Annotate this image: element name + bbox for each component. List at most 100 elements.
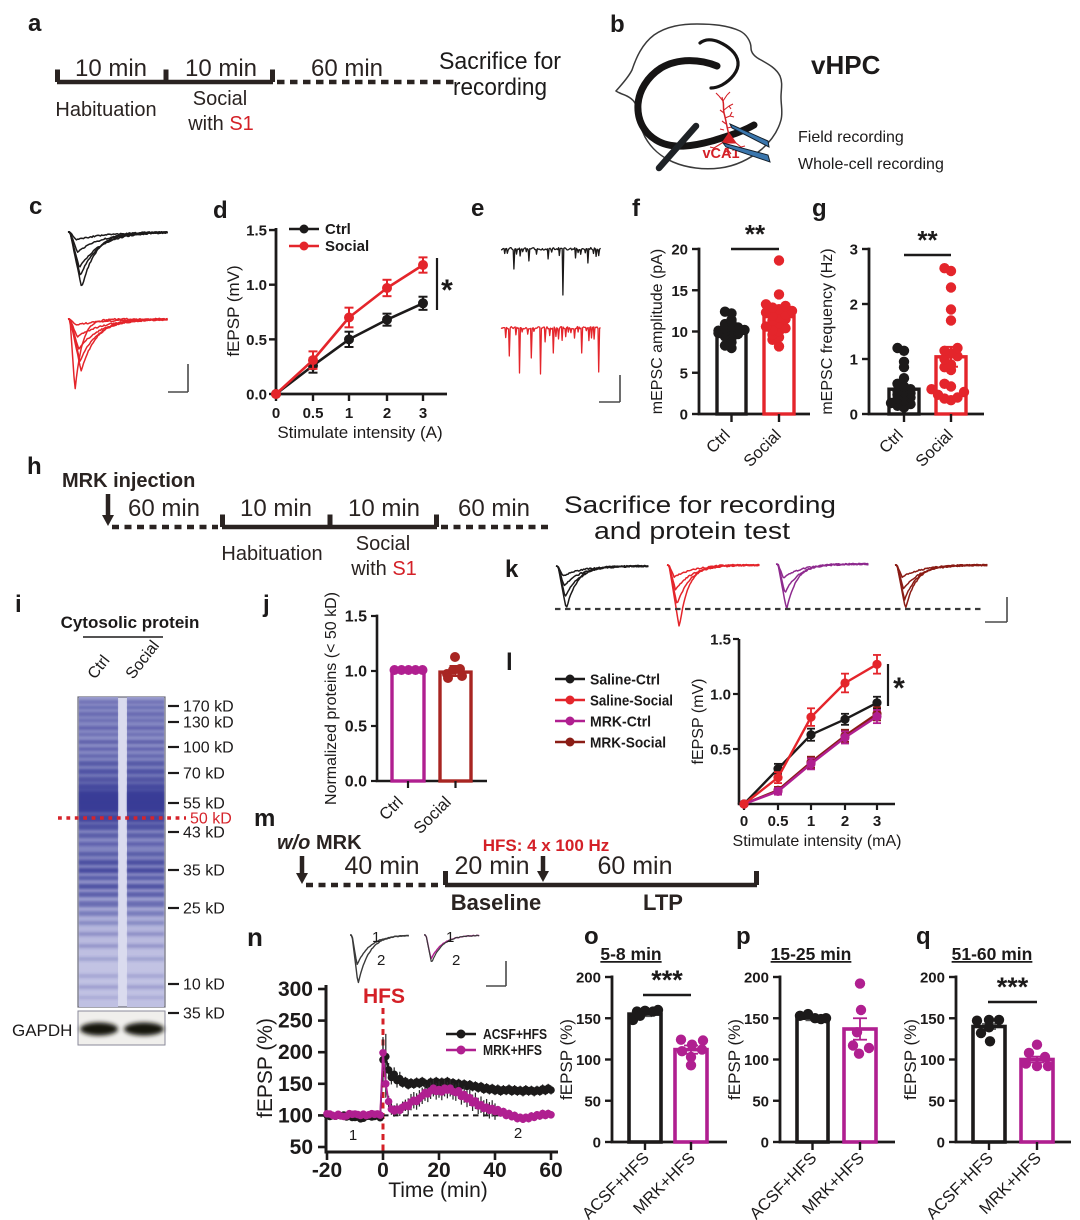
svg-text:l: l (506, 649, 513, 676)
svg-text:130 kD: 130 kD (183, 715, 234, 732)
svg-text:MRK+HFS: MRK+HFS (483, 1042, 542, 1059)
svg-text:1: 1 (372, 929, 380, 946)
svg-text:50: 50 (290, 1136, 313, 1159)
svg-text:2: 2 (841, 813, 849, 830)
svg-text:Social: Social (325, 238, 369, 255)
svg-text:***: *** (997, 972, 1029, 1002)
svg-text:3: 3 (850, 242, 858, 259)
svg-text:51-60 min: 51-60 min (952, 944, 1033, 964)
svg-text:MRK: MRK (316, 832, 362, 854)
svg-text:10: 10 (671, 324, 688, 341)
svg-text:Habituation: Habituation (221, 543, 322, 565)
svg-text:**: ** (917, 225, 938, 255)
svg-text:0.0: 0.0 (345, 774, 367, 791)
svg-text:150: 150 (576, 1011, 601, 1028)
svg-text:1: 1 (807, 813, 815, 830)
svg-text:35 kD: 35 kD (183, 1006, 225, 1023)
svg-text:40: 40 (483, 1159, 506, 1182)
svg-text:150: 150 (920, 1011, 945, 1028)
svg-text:fEPSP (%): fEPSP (%) (725, 1019, 744, 1100)
svg-text:ACSF+HFS: ACSF+HFS (483, 1026, 547, 1043)
svg-text:q: q (916, 923, 931, 950)
svg-text:Saline-Ctrl: Saline-Ctrl (590, 672, 660, 689)
svg-text:15-25 min: 15-25 min (771, 944, 852, 964)
svg-text:25 kD: 25 kD (183, 901, 225, 918)
svg-text:0: 0 (272, 405, 280, 422)
svg-text:c: c (29, 193, 42, 220)
svg-text:fEPSP (%): fEPSP (%) (557, 1019, 576, 1100)
svg-text:1.5: 1.5 (246, 223, 267, 240)
svg-text:Stimulate intensity (A): Stimulate intensity (A) (277, 423, 442, 442)
svg-text:recording: recording (453, 74, 547, 101)
svg-text:mEPSC amplitude (pA): mEPSC amplitude (pA) (649, 249, 666, 414)
svg-text:0.5: 0.5 (345, 719, 367, 736)
svg-text:m: m (254, 805, 275, 832)
svg-text:Sacrifice for: Sacrifice for (439, 48, 561, 75)
svg-text:-20: -20 (312, 1159, 342, 1182)
svg-text:70 kD: 70 kD (183, 766, 225, 783)
svg-text:0.5: 0.5 (303, 405, 324, 422)
svg-text:k: k (505, 556, 519, 583)
svg-text:Field recording: Field recording (798, 129, 904, 146)
svg-text:1: 1 (349, 1127, 357, 1144)
svg-text:0: 0 (680, 407, 688, 424)
svg-text:GAPDH: GAPDH (12, 1021, 72, 1040)
svg-text:150: 150 (278, 1073, 313, 1096)
svg-text:60 min: 60 min (458, 495, 530, 522)
svg-text:1: 1 (345, 405, 353, 422)
svg-text:with S1: with S1 (187, 113, 254, 135)
svg-text:Sacrifice for recording: Sacrifice for recording (564, 492, 836, 519)
svg-text:Saline-Social: Saline-Social (590, 693, 673, 710)
svg-text:Social: Social (356, 533, 410, 555)
svg-text:10 min: 10 min (240, 495, 312, 522)
svg-text:20 min: 20 min (454, 852, 529, 880)
svg-text:w/o: w/o (277, 832, 310, 854)
svg-text:Social: Social (193, 88, 247, 110)
svg-text:Cytosolic protein: Cytosolic protein (61, 613, 200, 632)
svg-text:d: d (213, 197, 228, 224)
svg-text:10 min: 10 min (75, 55, 147, 82)
svg-text:MRK-Social: MRK-Social (590, 735, 666, 752)
svg-text:mEPSC frequency (Hz): mEPSC frequency (Hz) (819, 248, 836, 414)
svg-text:and protein test: and protein test (594, 518, 790, 545)
svg-text:3: 3 (419, 405, 427, 422)
svg-text:LTP: LTP (643, 890, 683, 915)
svg-text:55 kD: 55 kD (183, 796, 225, 813)
svg-text:100: 100 (744, 1052, 769, 1069)
svg-text:with S1: with S1 (350, 558, 417, 580)
svg-text:200: 200 (744, 970, 769, 987)
svg-text:fEPSP (mV): fEPSP (mV) (690, 679, 707, 765)
svg-text:0.5: 0.5 (710, 742, 731, 759)
svg-text:200: 200 (920, 970, 945, 987)
svg-text:MRK-Ctrl: MRK-Ctrl (590, 714, 651, 731)
svg-text:60 min: 60 min (128, 495, 200, 522)
svg-text:2: 2 (377, 952, 385, 969)
svg-text:Stimulate intensity (mA): Stimulate intensity (mA) (733, 833, 902, 850)
svg-text:50: 50 (928, 1093, 945, 1110)
svg-text:1: 1 (850, 352, 858, 369)
svg-text:250: 250 (278, 1010, 313, 1033)
svg-text:f: f (632, 195, 641, 222)
svg-text:100: 100 (278, 1104, 313, 1127)
svg-text:1.5: 1.5 (710, 632, 731, 649)
svg-text:2: 2 (452, 952, 460, 969)
svg-text:200: 200 (278, 1041, 313, 1064)
svg-text:1.0: 1.0 (345, 664, 367, 681)
svg-text:43 kD: 43 kD (183, 825, 225, 842)
svg-text:p: p (736, 923, 751, 950)
svg-text:5-8 min: 5-8 min (600, 944, 661, 964)
svg-text:b: b (610, 11, 625, 38)
svg-text:HFS: HFS (363, 985, 405, 1008)
svg-text:vCA1: vCA1 (702, 146, 739, 162)
svg-text:**: ** (745, 219, 766, 249)
svg-text:fEPSP (mV): fEPSP (mV) (224, 265, 243, 356)
svg-text:150: 150 (744, 1011, 769, 1028)
svg-text:10 kD: 10 kD (183, 977, 225, 994)
svg-text:n: n (247, 922, 263, 952)
svg-text:*: * (893, 672, 905, 705)
svg-text:0: 0 (937, 1135, 945, 1152)
svg-text:0: 0 (740, 813, 748, 830)
svg-text:0.0: 0.0 (246, 387, 267, 404)
svg-text:20: 20 (427, 1159, 450, 1182)
svg-text:100 kD: 100 kD (183, 740, 234, 757)
